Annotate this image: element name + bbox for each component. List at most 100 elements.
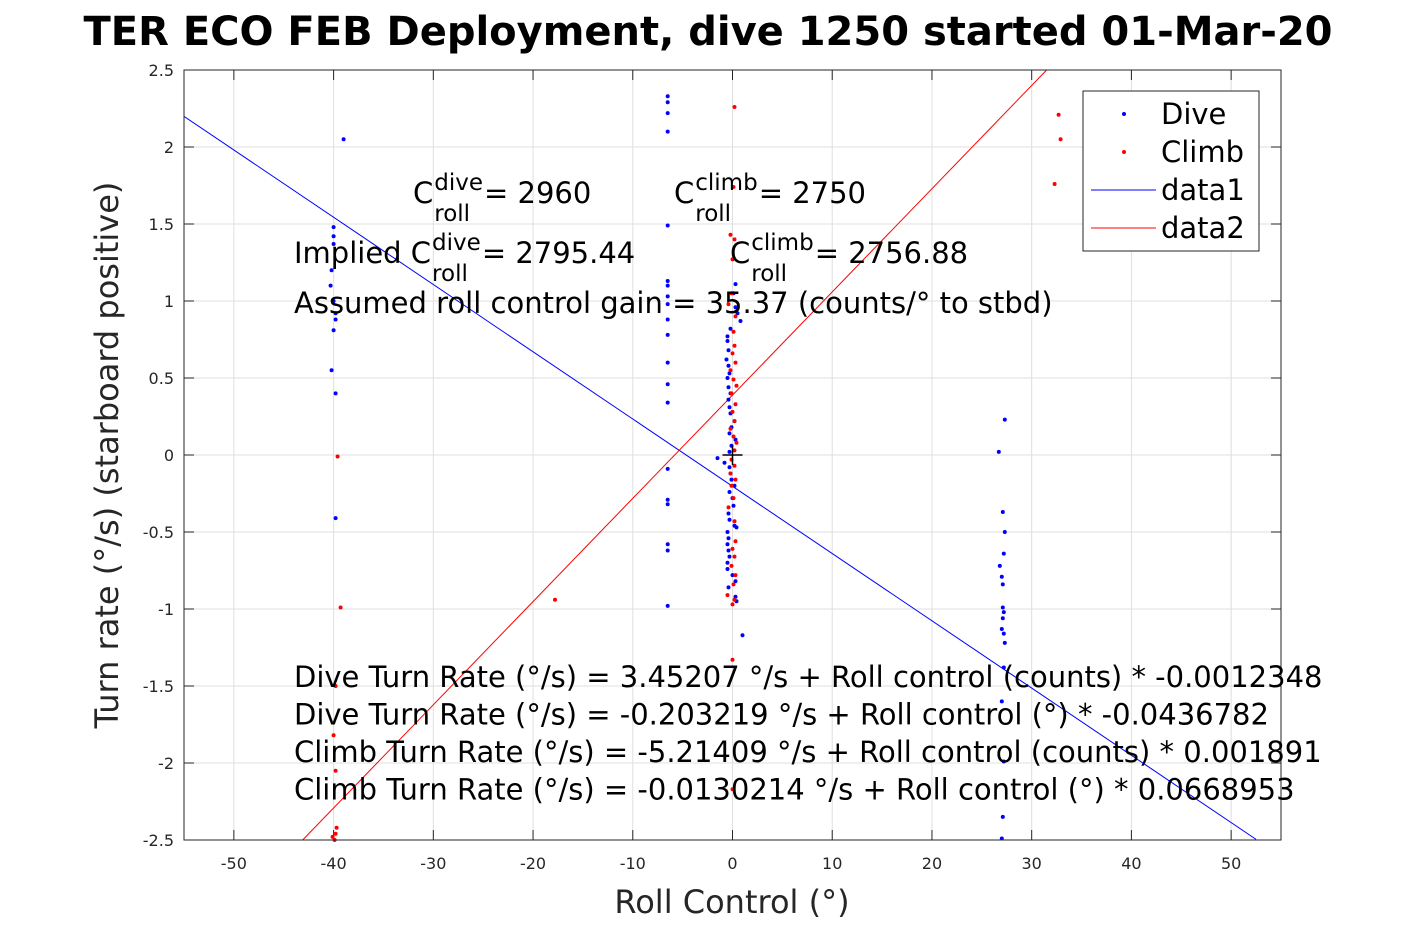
dive-point [333, 311, 338, 316]
dive-point [1002, 640, 1007, 645]
dive-point [733, 579, 738, 584]
climb-point [728, 368, 733, 373]
dive-point [665, 332, 670, 337]
legend-marker-dive [1122, 112, 1126, 116]
climb-point [733, 314, 738, 319]
dive-point [727, 554, 732, 559]
climb-point [729, 483, 734, 488]
chart-title: TER ECO FEB Deployment, dive 1250 starte… [83, 9, 1332, 55]
dive-point [665, 279, 670, 283]
climb-point [733, 539, 738, 544]
dive-point [732, 483, 737, 488]
legend-label-dive: Dive [1161, 97, 1226, 131]
climb-point [733, 360, 738, 365]
climb-point [729, 291, 734, 296]
dive-point [665, 129, 670, 134]
fit-equation-3: Climb Turn Rate (°/s) = -5.21409 °/s + R… [294, 735, 1322, 769]
dive-point [665, 603, 670, 608]
roll-gain-text: Assumed roll control gain = 35.37 (count… [294, 286, 1053, 320]
climb-point [732, 519, 737, 524]
x-axis-label: Roll Control (°) [614, 883, 849, 921]
dive-point [733, 594, 738, 599]
dive-point [726, 385, 731, 390]
climb-point [730, 409, 735, 414]
dive-point [733, 437, 738, 442]
dive-point [665, 94, 670, 99]
coefficient-value: = 2756.88 [815, 236, 968, 270]
dive-point [1001, 631, 1006, 636]
coefficient-subscript: roll [751, 261, 787, 287]
dive-point [665, 302, 670, 307]
dive-point [1000, 582, 1005, 587]
dive-point [331, 225, 336, 230]
dive-point [333, 516, 338, 521]
dive-point [740, 633, 745, 638]
data-points [328, 94, 1063, 842]
coefficient-prefix: Implied C [294, 236, 431, 270]
dive-point [727, 465, 732, 470]
dive-point [727, 490, 732, 494]
dive-point [729, 477, 734, 482]
dive-point [665, 466, 670, 471]
dive-point [1000, 605, 1005, 610]
coefficient-prefix: C [674, 176, 694, 210]
dive-point [725, 339, 730, 343]
climb-point [731, 582, 736, 587]
climb-point [734, 440, 739, 445]
x-tick-label: 30 [1022, 854, 1042, 873]
climb-point [1058, 137, 1063, 142]
y-tick-label: -1 [158, 600, 174, 619]
climb-point [732, 419, 737, 424]
climb-point [730, 657, 735, 662]
climb-point [730, 787, 735, 792]
dive-point [725, 567, 730, 571]
fit-line-data1 [184, 115, 1257, 840]
dive-point [1001, 759, 1006, 764]
y-tick-label: -0.5 [143, 523, 174, 542]
dive-point [725, 376, 730, 380]
dive-point [665, 111, 670, 116]
climb-point [733, 573, 738, 578]
fit-line-data2 [302, 70, 1048, 840]
dive-point [329, 268, 334, 273]
dive-point [738, 319, 743, 323]
climb-point [1052, 182, 1057, 186]
coefficient-subscript: roll [432, 261, 468, 287]
climb-point [732, 597, 737, 602]
dive-point [331, 242, 336, 246]
climb-point [731, 434, 736, 439]
dive-point [999, 574, 1004, 579]
x-tick-label: 20 [922, 854, 942, 873]
dive-point [665, 360, 670, 365]
climb-point [731, 377, 736, 382]
y-tick-label: 1 [164, 292, 174, 311]
fit-lines [184, 70, 1257, 840]
dive-point [1000, 510, 1005, 514]
coefficient-subscript: roll [695, 201, 731, 227]
coefficient-superscript: dive [432, 230, 481, 256]
dive-point [726, 348, 731, 353]
fit-equation-2: Dive Turn Rate (°/s) = -0.203219 °/s + R… [294, 698, 1269, 732]
dive-point [665, 317, 670, 322]
climb-point [334, 825, 339, 830]
x-tick-label: 10 [822, 854, 842, 873]
coefficient-subscript: roll [434, 201, 470, 227]
dive-point [329, 368, 334, 373]
climb-point [730, 351, 735, 356]
dive-point [665, 542, 670, 547]
dive-point [733, 305, 738, 310]
y-tick-label: 0.5 [149, 369, 174, 388]
x-tick-label: -40 [321, 854, 347, 873]
dive-point [331, 234, 336, 239]
climb-point [553, 597, 557, 602]
climb-point [732, 343, 737, 348]
dive-point [724, 357, 729, 362]
dive-point [727, 371, 732, 376]
dive-point [1002, 417, 1007, 422]
climb-point [333, 684, 338, 688]
dive-point [665, 294, 670, 299]
climb-point [733, 402, 738, 407]
